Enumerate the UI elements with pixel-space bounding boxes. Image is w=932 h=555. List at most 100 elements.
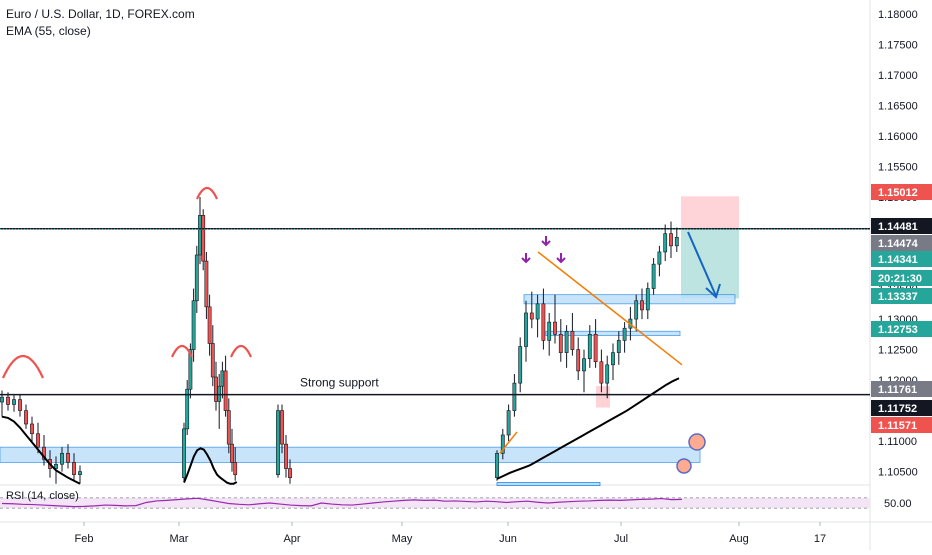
- candle-body: [66, 452, 70, 463]
- candle-body: [674, 237, 679, 247]
- price-tag-bg: [871, 270, 932, 286]
- time-tick-label: Mar: [170, 533, 189, 545]
- candle-body: [18, 399, 22, 411]
- price-tag-label: 1.13337: [878, 291, 918, 303]
- candle-body: [223, 370, 228, 411]
- candle-body: [36, 433, 40, 448]
- price-tag-label: 1.14481: [878, 221, 918, 233]
- stop-loss-zone: [681, 196, 739, 229]
- projection-arrow-head: [705, 283, 721, 299]
- candle-body: [535, 303, 540, 320]
- price-tick-label: 1.16500: [878, 101, 918, 113]
- price-tick-label: 1.18000: [878, 9, 918, 21]
- head-arc: [195, 186, 219, 200]
- price-tag-label: 1.11761: [878, 384, 917, 396]
- price-tag-bg: [871, 184, 932, 200]
- target-zone: [681, 228, 739, 299]
- candle-body: [587, 334, 592, 360]
- strong-support-label: Strong support: [300, 376, 379, 390]
- price-tag-label: 1.12753: [878, 324, 918, 336]
- candle-body: [207, 306, 212, 344]
- price-tick-label: 1.16000: [878, 131, 918, 143]
- candle-body: [198, 215, 202, 256]
- candle-body: [506, 410, 511, 436]
- price-tag-label: 1.11752: [878, 403, 917, 415]
- candle-body: [188, 349, 193, 390]
- candle-body: [512, 382, 517, 411]
- candle-body: [529, 312, 534, 320]
- candle-body: [599, 361, 604, 384]
- ema-legend[interactable]: EMA (55, close): [6, 24, 91, 38]
- candle-body: [605, 364, 610, 384]
- candle-body: [30, 423, 34, 435]
- small-trendline: [499, 431, 518, 454]
- candle-body: [60, 452, 64, 465]
- price-tag: 1.13337: [871, 288, 932, 304]
- price-tick-label: 1.15500: [878, 162, 918, 174]
- rsi-pane[interactable]: 50.00: [0, 497, 912, 510]
- time-tick-label: Jul: [614, 533, 628, 545]
- candle-body: [194, 254, 199, 302]
- candle-body: [217, 385, 222, 402]
- candle-body: [280, 410, 284, 445]
- candle-body: [657, 251, 662, 265]
- price-tag-bg: [871, 381, 932, 397]
- candle-body: [288, 468, 292, 478]
- price-tick-label: 1.17500: [878, 40, 918, 52]
- ema-layer: [1, 377, 680, 485]
- price-tag-label: 20:21:30: [878, 273, 922, 285]
- candle-body: [582, 358, 586, 372]
- candle-body: [524, 312, 528, 347]
- candle-body: [226, 410, 231, 445]
- event-badge-icon: [676, 458, 692, 474]
- price-tag-bg: [871, 218, 932, 234]
- candle-body: [669, 233, 673, 247]
- candle-body: [54, 463, 58, 469]
- zones-layer: [0, 196, 739, 486]
- candle-body: [564, 330, 569, 353]
- rsi-legend[interactable]: RSI (14, close): [6, 490, 79, 502]
- support-zone-low: [0, 446, 701, 463]
- time-axis[interactable]: Feb Mar Apr May Jun Jul Aug 17: [75, 522, 827, 545]
- projection-arrow-line: [687, 231, 717, 297]
- marker-arrow-1: [521, 253, 531, 264]
- candle-body: [24, 410, 28, 425]
- candle-body: [233, 462, 238, 475]
- candle-body: [651, 263, 656, 289]
- price-tag-label: 1.14341: [878, 254, 918, 266]
- price-axis[interactable]: 1.18000 1.17500 1.17000 1.16500 1.16000 1.155…: [871, 9, 932, 479]
- candle-body: [42, 446, 46, 460]
- zone-mid: [545, 330, 681, 336]
- price-tag: 1.14481: [871, 218, 932, 234]
- candle-body: [593, 334, 598, 363]
- price-tick-label: 1.11000: [878, 436, 917, 448]
- candle-body: [230, 443, 234, 463]
- candle-body: [547, 321, 552, 341]
- candle-body: [634, 300, 639, 320]
- zone-upper: [523, 294, 736, 305]
- price-tag-bg: [871, 235, 932, 251]
- price-tag: 1.12753: [871, 321, 932, 337]
- candle-body: [570, 330, 575, 350]
- candle-body: [518, 346, 523, 384]
- left-shoulder-arc: [170, 344, 194, 358]
- right-shoulder-arc: [229, 344, 253, 358]
- time-tick-label: May: [392, 533, 413, 545]
- time-tick-label: Jun: [499, 533, 517, 545]
- candle-body: [611, 352, 615, 366]
- symbol-title[interactable]: Euro / U.S. Dollar, 1D, FOREX.com: [6, 7, 195, 21]
- price-tag-label: 1.14474: [878, 238, 919, 250]
- candle-body: [78, 471, 82, 475]
- candle-body: [201, 215, 206, 262]
- price-tag-label: 1.11571: [878, 420, 917, 432]
- shoulder-arc-left-area: [1, 355, 45, 379]
- candle-body: [72, 462, 76, 475]
- price-tag: 1.11761: [871, 381, 932, 397]
- candle-body: [616, 340, 621, 353]
- price-tag: 1.14341: [871, 251, 932, 267]
- candle-body: [576, 349, 581, 372]
- candle-body: [6, 396, 10, 405]
- price-tag-bg: [871, 417, 932, 433]
